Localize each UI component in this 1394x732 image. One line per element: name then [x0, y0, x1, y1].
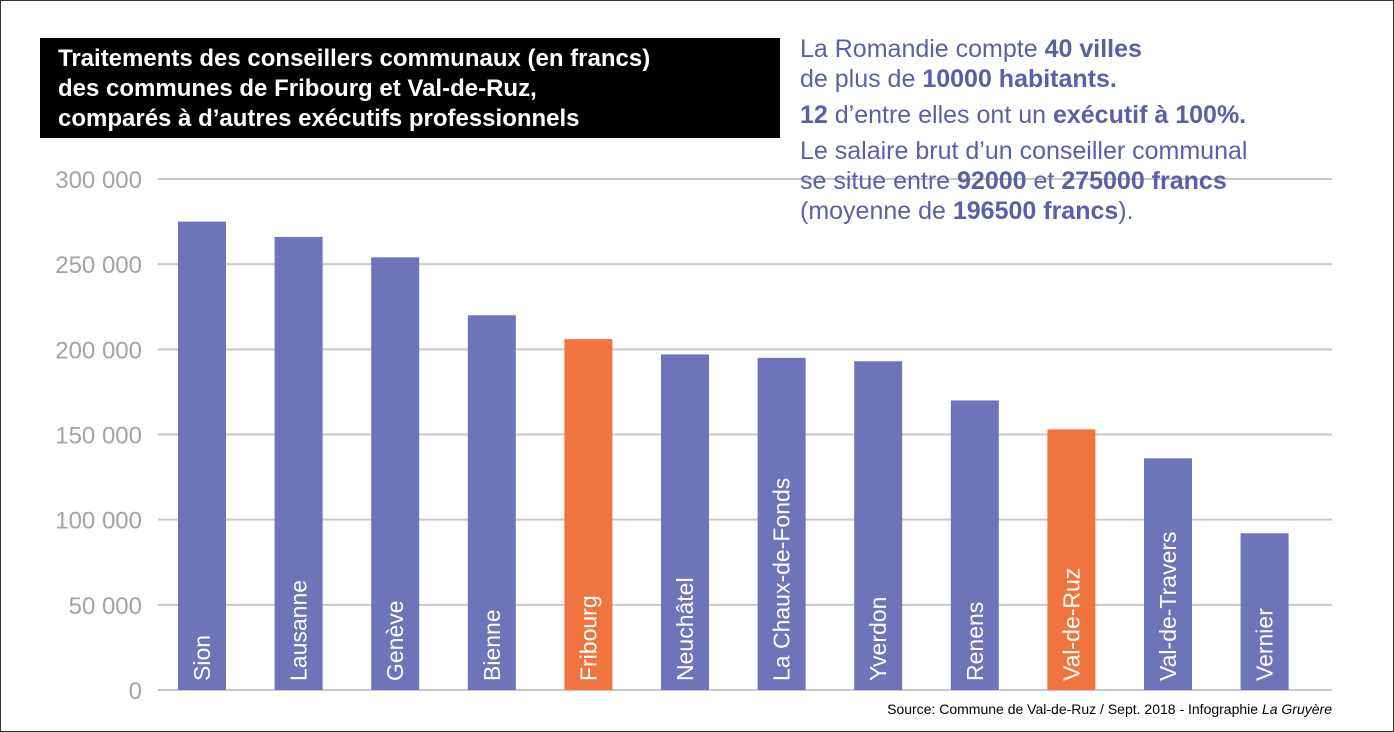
bar-label: Fribourg — [575, 595, 601, 681]
y-tick-label: 150 000 — [55, 423, 142, 450]
source-publication: La Gruyère — [1261, 701, 1332, 717]
info-bold: 12 — [800, 101, 828, 129]
bar — [757, 357, 806, 690]
info-text-span: ). — [1118, 197, 1134, 225]
info-bold: 92000 — [957, 167, 1027, 195]
info-text-span: d’entre elles ont un — [827, 101, 1053, 129]
bar — [950, 400, 999, 690]
title-line-1: Traitements des conseillers communaux (e… — [58, 45, 651, 72]
info-bold: 10000 habitants. — [922, 65, 1117, 93]
bar — [1047, 429, 1096, 690]
bar — [1144, 458, 1192, 690]
bar — [854, 361, 903, 690]
y-tick-label: 300 000 — [55, 167, 142, 194]
info-bold: 196500 francs — [952, 197, 1119, 225]
info-bold: 275000 francs — [1061, 167, 1227, 195]
bar — [371, 257, 420, 690]
y-tick-label: 50 000 — [69, 593, 142, 620]
bar-label: Neuchâtel — [672, 577, 698, 681]
info-text-span: La Romandie compte — [800, 35, 1045, 63]
info-text-span: (moyenne de — [800, 197, 953, 225]
info-line-3: 12 d’entre elles ont un exécutif à 100%. — [800, 100, 1247, 130]
source-text: Source: Commune de Val-de-Ruz / Sept. 20… — [887, 701, 1262, 717]
info-line-6: (moyenne de 196500 francs). — [800, 196, 1247, 226]
info-line-4: Le salaire brut d’un conseiller communal — [800, 137, 1248, 165]
bar — [564, 339, 613, 690]
title-line-3: comparés à d’autres exécutifs profession… — [58, 105, 580, 132]
chart-title: Traitements des conseillers communaux (e… — [40, 38, 780, 138]
y-tick-label: 200 000 — [55, 337, 142, 364]
info-text-span: se situe entre — [800, 167, 958, 195]
bar-label: Genève — [382, 600, 408, 681]
info-text-span: et — [1026, 167, 1062, 195]
source-note: Source: Commune de Val-de-Ruz / Sept. 20… — [887, 701, 1332, 717]
bar-label: Val-de-Travers — [1155, 531, 1181, 681]
info-line-1: La Romandie compte 40 villes — [800, 34, 1247, 64]
title-line-2: des communes de Fribourg et Val-de-Ruz, — [58, 75, 537, 102]
bar — [178, 221, 226, 691]
bar-label: La Chaux-de-Fonds — [769, 478, 795, 681]
info-line-2: de plus de 10000 habitants. — [800, 64, 1247, 94]
info-bold: 40 villes — [1044, 35, 1142, 63]
bar-label: Lausanne — [286, 580, 312, 681]
y-tick-label: 250 000 — [55, 252, 142, 279]
bar-label: Val-de-Ruz — [1058, 568, 1084, 681]
bar-label: Vernier — [1252, 608, 1278, 681]
info-bold: exécutif à 100%. — [1052, 101, 1247, 129]
info-line-5: se situe entre 92000 et 275000 francs — [800, 166, 1247, 196]
bar-label: Sion — [189, 635, 215, 681]
info-text: La Romandie compte 40 villes de plus de … — [800, 34, 1247, 226]
bar — [467, 315, 516, 690]
y-tick-label: 0 — [129, 678, 142, 705]
bar — [661, 354, 709, 690]
bar-label: Renens — [962, 602, 988, 681]
bar-label: Yverdon — [865, 597, 891, 681]
bar-label: Bienne — [479, 609, 505, 681]
bar — [1240, 533, 1289, 690]
y-tick-label: 100 000 — [55, 508, 142, 535]
bar — [274, 236, 323, 690]
info-text-span: de plus de — [800, 65, 923, 93]
